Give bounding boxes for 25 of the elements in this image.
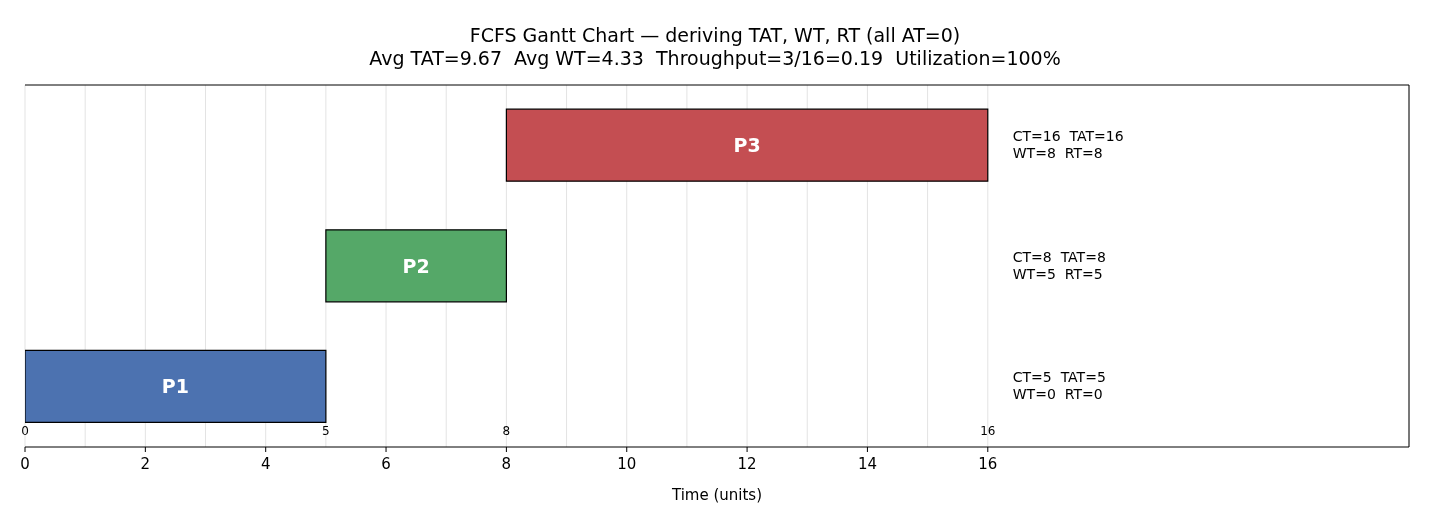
x-tick-label: 0 bbox=[20, 455, 30, 473]
x2-tick-label: 16 bbox=[980, 424, 996, 438]
x-tick-label: 10 bbox=[617, 455, 637, 473]
x-tick-label: 8 bbox=[501, 455, 512, 473]
x-tick-label: 14 bbox=[857, 455, 877, 473]
x-tick-label: 6 bbox=[381, 455, 391, 473]
annotation: CT=16 TAT=16 WT=8 RT=8 bbox=[1012, 128, 1124, 162]
chart-subtitle: Avg TAT=9.67 Avg WT=4.33 Throughput=3/16=0.19 Utilization=100% bbox=[368, 47, 1062, 70]
y-tick-label: P2 bbox=[402, 254, 430, 277]
x-tick-label: 16 bbox=[978, 455, 998, 473]
x-tick-label: 4 bbox=[260, 455, 271, 473]
x-axis-title: Time (units) bbox=[670, 486, 763, 504]
chart-title: FCFS Gantt Chart — deriving TAT, WT, RT (all AT=0) bbox=[468, 24, 962, 47]
x-tick-label: 12 bbox=[737, 455, 757, 473]
bar bbox=[505, 108, 989, 182]
annotation: CT=5 TAT=5 WT=0 RT=0 bbox=[1012, 369, 1106, 403]
x-tick-label: 2 bbox=[140, 455, 151, 473]
annotation: CT=8 TAT=8 WT=5 RT=5 bbox=[1012, 248, 1106, 282]
y-tick-label: P3 bbox=[733, 134, 761, 157]
bar bbox=[325, 229, 507, 303]
bar bbox=[25, 349, 327, 424]
x2-tick-label: 5 bbox=[322, 424, 330, 438]
x2-tick-label: 8 bbox=[502, 424, 511, 438]
x2-tick-label: 0 bbox=[21, 424, 29, 438]
y-tick-label: P1 bbox=[161, 375, 190, 398]
